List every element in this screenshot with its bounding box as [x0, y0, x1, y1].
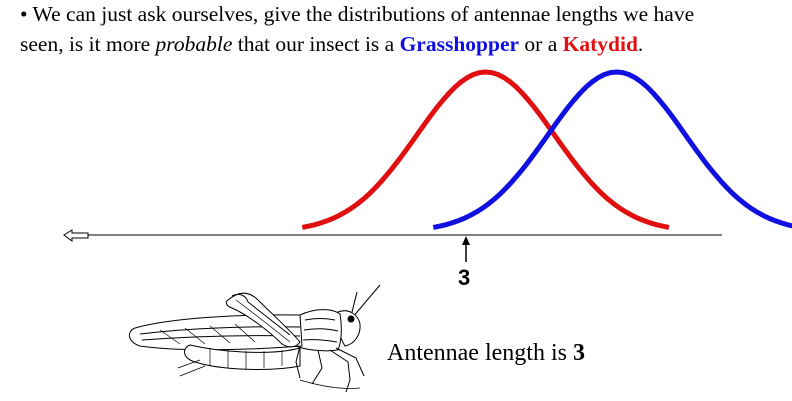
intro-line-1: • We can just ask ourselves, give the di…	[20, 2, 694, 27]
intro-text-2d: .	[637, 32, 644, 56]
caption-value: 3	[572, 340, 585, 366]
intro-text-italic: probable	[155, 32, 233, 56]
katydid-distribution-curve	[301, 69, 670, 230]
bullet: •	[20, 2, 28, 26]
marker-value-label: 3	[458, 265, 471, 290]
grasshopper-class-label: Grasshopper	[399, 32, 520, 56]
grasshopper-distribution-curve	[432, 69, 792, 230]
intro-text-2b: that our insect is a	[232, 32, 400, 56]
intro-line-2: seen, is it more probable that our insec…	[20, 32, 643, 57]
intro-text-1: We can just ask ourselves, give the dist…	[32, 2, 695, 26]
left-arrow-icon	[63, 229, 89, 242]
grasshopper-illustration	[128, 284, 381, 393]
curves-group	[301, 69, 792, 230]
katydid-class-label: Katydid	[562, 32, 638, 56]
intro-text-2a: seen, is it more	[20, 32, 156, 56]
up-arrow-icon	[462, 236, 470, 262]
antennae-length-caption: Antennae length is 3	[387, 340, 585, 367]
intro-text-2c: or a	[519, 32, 563, 56]
caption-prefix: Antennae length is	[387, 340, 573, 366]
